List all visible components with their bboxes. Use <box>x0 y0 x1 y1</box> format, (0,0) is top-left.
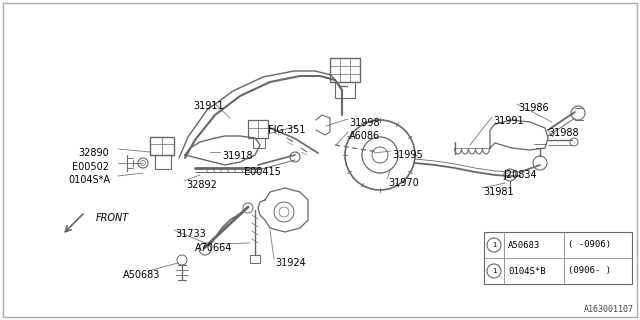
Text: ( -0906): ( -0906) <box>568 241 611 250</box>
Text: 1: 1 <box>492 268 496 274</box>
Text: 31981: 31981 <box>483 187 514 197</box>
Text: 0104S*B: 0104S*B <box>508 267 546 276</box>
Text: A6086: A6086 <box>349 131 380 141</box>
Bar <box>335 82 355 98</box>
Text: J20834: J20834 <box>503 170 536 180</box>
Text: 31988: 31988 <box>548 128 579 138</box>
Text: FRONT: FRONT <box>96 213 129 223</box>
Text: 31733: 31733 <box>175 229 205 239</box>
Text: 1: 1 <box>492 242 496 248</box>
Text: 32892: 32892 <box>186 180 217 190</box>
Text: 31970: 31970 <box>388 178 419 188</box>
Text: (0906- ): (0906- ) <box>568 267 611 276</box>
Bar <box>250 255 260 263</box>
Text: A50683: A50683 <box>508 241 540 250</box>
Text: E00502: E00502 <box>72 162 109 172</box>
Text: FIG.351: FIG.351 <box>268 125 305 135</box>
Text: 31924: 31924 <box>275 258 306 268</box>
Text: 31911: 31911 <box>193 101 223 111</box>
Text: 31986: 31986 <box>518 103 548 113</box>
Text: 31918: 31918 <box>222 151 253 161</box>
Bar <box>484 232 632 284</box>
Bar <box>155 155 171 169</box>
Text: 31991: 31991 <box>493 116 524 126</box>
Text: 31998: 31998 <box>349 118 380 128</box>
Text: A163001107: A163001107 <box>584 305 634 314</box>
Text: E00415: E00415 <box>244 167 281 177</box>
Text: 32890: 32890 <box>78 148 109 158</box>
Text: A70664: A70664 <box>195 243 232 253</box>
Text: 0104S*A: 0104S*A <box>68 175 110 185</box>
Bar <box>253 138 265 148</box>
Bar <box>150 137 174 155</box>
Bar <box>248 120 268 138</box>
Text: 31995: 31995 <box>392 150 423 160</box>
Text: A50683: A50683 <box>123 270 161 280</box>
Bar <box>330 58 360 82</box>
